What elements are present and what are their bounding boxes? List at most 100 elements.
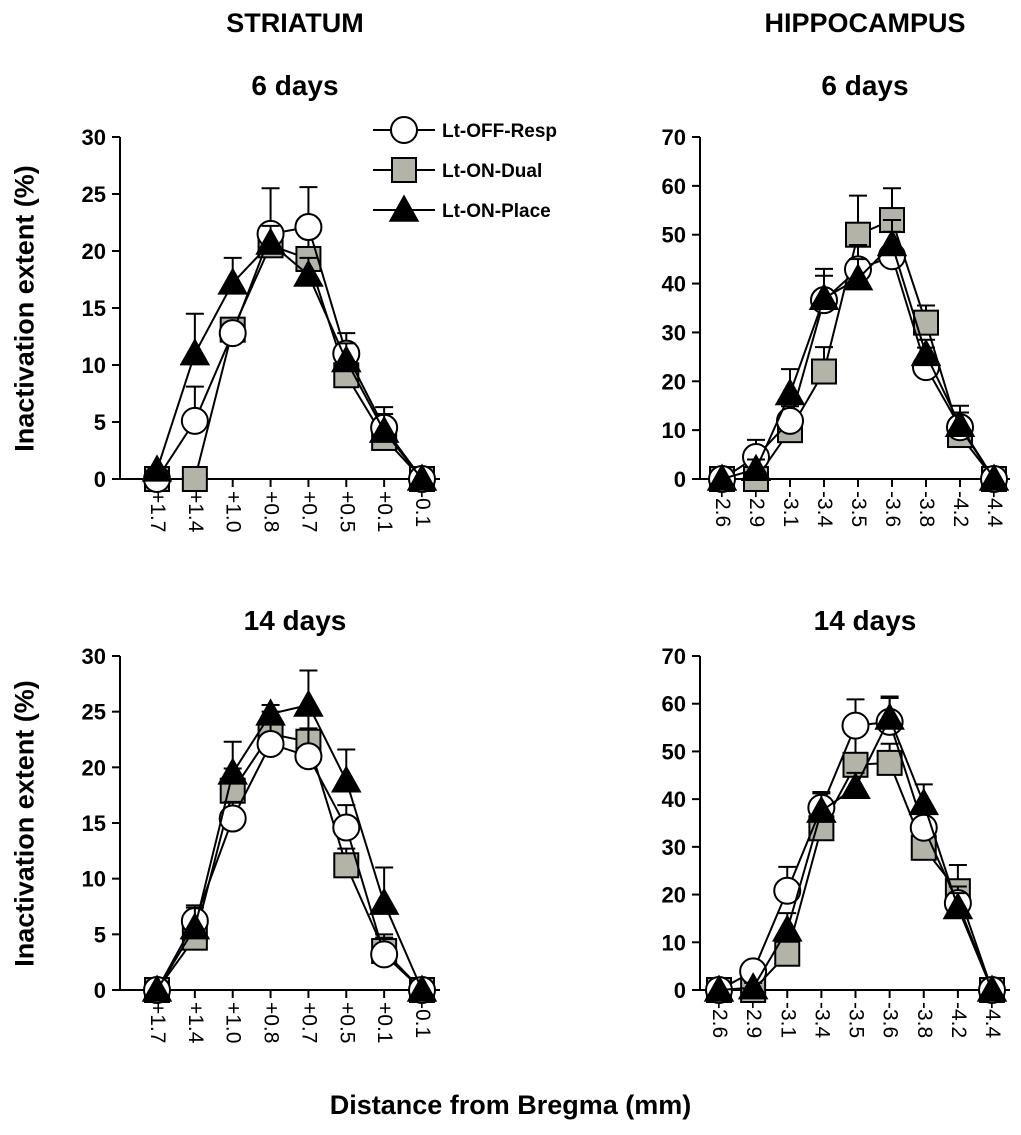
data-point-triangle xyxy=(774,377,806,406)
y-tick-label: 30 xyxy=(82,644,106,669)
data-point-triangle xyxy=(331,765,362,793)
y-tick-label: 25 xyxy=(82,700,106,725)
series-lt-off-resp xyxy=(143,715,436,1004)
data-point-circle xyxy=(773,876,802,905)
x-tick-label: -2.6 xyxy=(711,491,734,527)
data-point-circle xyxy=(294,213,323,242)
data-point-square xyxy=(774,940,801,967)
x-tick-label: -4.4 xyxy=(983,491,1006,528)
data-point-triangle xyxy=(368,887,400,915)
y-tick-label: 20 xyxy=(662,369,686,394)
data-point-triangle xyxy=(179,338,211,366)
data-point-triangle xyxy=(808,282,840,310)
column-title-striatum: STRIATUM xyxy=(226,8,364,38)
x-tick-label: -2.6 xyxy=(708,1002,731,1038)
y-tick-label: 10 xyxy=(82,867,106,892)
x-tick-label: +0.1 xyxy=(373,491,396,532)
y-tick-label: 40 xyxy=(662,787,686,812)
y-tick-label: 70 xyxy=(662,644,686,669)
data-point-triangle xyxy=(740,453,772,481)
data-point-square xyxy=(876,749,903,776)
data-point-triangle xyxy=(910,338,942,367)
data-point-triangle xyxy=(141,974,173,1002)
y-tick-label: 10 xyxy=(82,353,106,378)
data-point-square xyxy=(181,466,208,492)
data-point-triangle xyxy=(293,259,324,287)
y-tick-label: 5 xyxy=(94,922,106,947)
panel-title-striatum-6d: 6 days xyxy=(251,70,339,101)
data-point-circle xyxy=(370,940,399,969)
panel-title-hippocampus-6d: 6 days xyxy=(821,70,909,101)
x-tick-label: +0.5 xyxy=(335,491,358,532)
data-point-circle xyxy=(332,813,361,842)
data-point-triangle xyxy=(368,415,400,443)
data-point-triangle xyxy=(217,267,248,295)
x-tick-label: -3.5 xyxy=(845,1002,868,1038)
y-tick-label: 50 xyxy=(662,739,686,764)
data-point-square xyxy=(845,221,871,248)
legend-label: Lt-OFF-Resp xyxy=(442,121,557,142)
y-tick-label: 20 xyxy=(82,755,106,780)
data-point-triangle xyxy=(331,344,362,373)
y-tick-label: 20 xyxy=(82,239,106,264)
series-lt-on-place xyxy=(703,695,1008,1002)
y-tick-label: 60 xyxy=(662,692,686,717)
y-tick-label: 15 xyxy=(82,296,106,321)
x-tick-label: +0.7 xyxy=(297,491,320,532)
y-tick-label: 10 xyxy=(662,930,686,955)
y-tick-label: 10 xyxy=(662,418,686,443)
data-point-triangle xyxy=(944,409,976,438)
data-point-triangle xyxy=(255,227,286,255)
y-tick-label: 30 xyxy=(662,835,686,860)
series-line xyxy=(156,241,423,480)
data-point-square xyxy=(811,358,837,385)
series-lt-on-place xyxy=(141,669,438,1002)
data-point-triangle xyxy=(179,912,211,940)
x-tick-label: +0.8 xyxy=(260,491,283,532)
data-point-triangle xyxy=(406,463,438,491)
data-point-triangle xyxy=(942,891,974,920)
legend-label: Lt-ON-Place xyxy=(442,201,551,222)
data-point-circle xyxy=(218,319,247,348)
data-point-triangle xyxy=(771,914,803,942)
series-lt-on-place xyxy=(141,224,438,491)
x-tick-label: -0.1 xyxy=(411,1002,434,1038)
data-point-triangle xyxy=(293,689,324,717)
panel-title-striatum-14d: 14 days xyxy=(243,605,347,636)
y-tick-label: 20 xyxy=(662,883,686,908)
y-tick-label: 25 xyxy=(82,182,106,207)
data-point-triangle xyxy=(217,757,248,785)
y-tick-label: 50 xyxy=(662,223,686,248)
column-title-hippocampus: HIPPOCAMPUS xyxy=(764,8,966,38)
x-tick-label: -2.9 xyxy=(745,491,768,527)
y-tick-label: 0 xyxy=(94,978,106,1003)
legend-marker-triangle xyxy=(388,194,420,222)
data-point-circle xyxy=(294,742,323,771)
chart-panel-0: 0 5 10 15 20 25 30 +1.7 +1.4 +1.0 +0.8 +0.7 +0.5 +0.1… xyxy=(82,125,440,533)
data-point-circle xyxy=(841,711,870,740)
x-tick-label: -4.2 xyxy=(949,491,972,527)
y-tick-label: 30 xyxy=(82,125,106,150)
x-tick-label: -3.6 xyxy=(879,1002,902,1038)
x-tick-label: +0.7 xyxy=(297,1002,320,1043)
y-tick-label: 60 xyxy=(662,174,686,199)
legend-marker-square xyxy=(391,157,417,183)
series-line xyxy=(156,703,423,991)
data-point-triangle xyxy=(876,228,908,257)
data-point-triangle xyxy=(706,463,738,491)
chart-panel-2: 0 5 10 15 20 25 30 +1.7 +1.4 +1.0 +0.8 +0.7 +0.5 +0.1… xyxy=(82,644,440,1044)
data-point-circle xyxy=(256,729,285,758)
y-tick-label: 70 xyxy=(662,125,686,150)
x-tick-label: -4.4 xyxy=(981,1002,1004,1039)
data-point-triangle xyxy=(406,974,438,1002)
legend-marker-circle xyxy=(390,116,418,144)
x-tick-label: +0.5 xyxy=(335,1002,358,1043)
x-tick-label: +0.1 xyxy=(373,1002,396,1043)
data-point-triangle xyxy=(737,972,769,1000)
series-lt-on-place xyxy=(706,219,1010,491)
y-tick-label: 15 xyxy=(82,811,106,836)
data-point-circle xyxy=(909,813,938,842)
